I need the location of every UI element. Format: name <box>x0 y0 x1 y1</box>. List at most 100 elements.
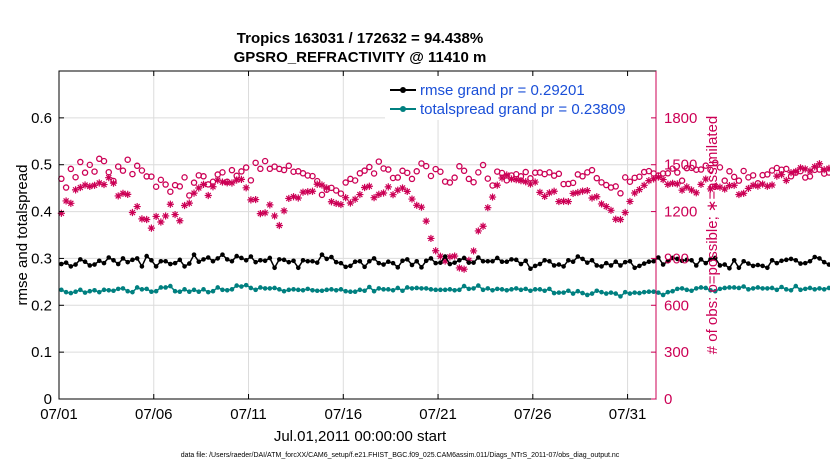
totalspread-point <box>485 286 491 291</box>
obs-possible-series <box>58 155 830 199</box>
obs-assimilated-point <box>725 182 734 190</box>
totalspread-point <box>215 285 221 290</box>
rmse-point <box>400 258 405 264</box>
obs-possible-point <box>86 161 94 169</box>
obs-assimilated-point <box>138 215 146 223</box>
totalspread-point <box>286 287 292 293</box>
totalspread-point <box>357 287 363 293</box>
totalspread-point <box>627 291 633 296</box>
obs-possible-point <box>783 165 790 173</box>
obs-assimilated-point <box>342 194 350 202</box>
rmse-point <box>343 264 348 270</box>
obs-possible-point <box>119 167 127 174</box>
obs-possible-point <box>598 179 605 186</box>
obs-assimilated-point <box>62 197 70 205</box>
totalspread-point <box>158 285 164 290</box>
obs-assimilated-point <box>744 184 752 193</box>
totalspread-point <box>186 289 192 294</box>
obs-possible-point <box>674 169 681 176</box>
obs-possible-point <box>72 173 79 181</box>
obs-possible-point <box>669 165 676 172</box>
obs-possible-point <box>626 178 634 185</box>
rmse-point <box>783 257 789 263</box>
rmse-point <box>101 260 107 266</box>
rmse-point <box>812 254 818 260</box>
obs-assimilated-point <box>545 189 553 197</box>
x-tick-label: 07/11 <box>230 406 266 423</box>
obs-possible-point <box>569 179 577 187</box>
rmse-point <box>599 264 604 269</box>
obs-possible-point <box>124 156 131 163</box>
obs-assimilated-point <box>71 186 80 194</box>
obs-assimilated-point <box>119 189 127 197</box>
totalspread-point <box>196 289 202 294</box>
y-axis-left-label: rmse and totalspread <box>14 165 31 306</box>
totalspread-point <box>376 286 382 291</box>
obs-assimilated-point <box>825 164 830 172</box>
rmse-point <box>324 256 330 262</box>
obs-possible-point <box>588 166 596 174</box>
rmse-point <box>722 262 728 267</box>
obs-assimilated-point <box>687 186 696 194</box>
obs-assimilated-point <box>702 175 710 183</box>
totalspread-point <box>139 287 145 292</box>
totalspread-point <box>324 287 330 293</box>
totalspread-point <box>433 287 438 293</box>
obs-possible-point <box>58 175 65 183</box>
obs-assimilated-point <box>143 215 151 224</box>
totalspread-point <box>471 286 476 291</box>
totalspread-point <box>59 287 64 293</box>
rmse-point <box>286 259 292 265</box>
totalspread-point <box>608 290 614 295</box>
totalspread-point <box>115 286 121 292</box>
rmse-point <box>106 255 112 260</box>
obs-assimilated-point <box>820 166 828 174</box>
rmse-point <box>305 258 311 264</box>
rmse-point <box>504 259 510 265</box>
totalspread-point <box>73 289 78 294</box>
obs-assimilated-point <box>564 197 572 206</box>
obs-possible-point <box>162 181 169 188</box>
totalspread-point <box>689 288 694 294</box>
legend-item-spread: totalspread grand pr = 0.23809 <box>390 101 626 118</box>
obs-assimilated-point <box>370 194 378 202</box>
obs-assimilated-point <box>678 186 686 194</box>
obs-assimilated-point <box>270 212 279 220</box>
obs-possible-point <box>707 166 714 174</box>
totalspread-point <box>367 284 372 290</box>
rmse-point <box>381 262 386 267</box>
obs-possible-point <box>385 166 392 173</box>
obs-assimilated-point <box>356 190 364 199</box>
obs-assimilated-point <box>578 187 587 195</box>
totalspread-point <box>656 290 661 295</box>
y-left-tick-label: 0 <box>44 391 52 408</box>
totalspread-point <box>381 287 386 292</box>
rmse-point <box>656 255 661 260</box>
rmse-point <box>594 263 600 268</box>
rmse-point <box>404 257 410 262</box>
obs-possible-point <box>555 170 563 178</box>
y-right-tick-label: 1500 <box>664 157 697 174</box>
obs-assimilated-point <box>389 191 397 199</box>
rmse-point <box>243 258 249 263</box>
rmse-point <box>457 258 462 263</box>
rmse-point <box>528 266 533 272</box>
totalspread-point <box>779 284 784 290</box>
obs-assimilated-point <box>469 247 478 255</box>
totalspread-point <box>651 289 656 294</box>
obs-assimilated-point <box>185 199 193 207</box>
totalspread-point <box>343 288 348 294</box>
totalspread-point <box>163 285 168 290</box>
totalspread-point <box>750 286 756 291</box>
totalspread-point <box>504 287 510 293</box>
obs-assimilated-point <box>124 190 132 198</box>
y-left-tick-label: 0.1 <box>31 344 52 361</box>
rmse-point <box>589 258 595 263</box>
rmse-point <box>82 259 88 265</box>
obs-assimilated-point <box>503 171 511 179</box>
totalspread-point <box>684 287 690 293</box>
totalspread-point <box>442 287 448 293</box>
obs-possible-point <box>702 162 710 169</box>
rmse-point <box>684 257 690 263</box>
obs-possible-point <box>546 169 553 176</box>
